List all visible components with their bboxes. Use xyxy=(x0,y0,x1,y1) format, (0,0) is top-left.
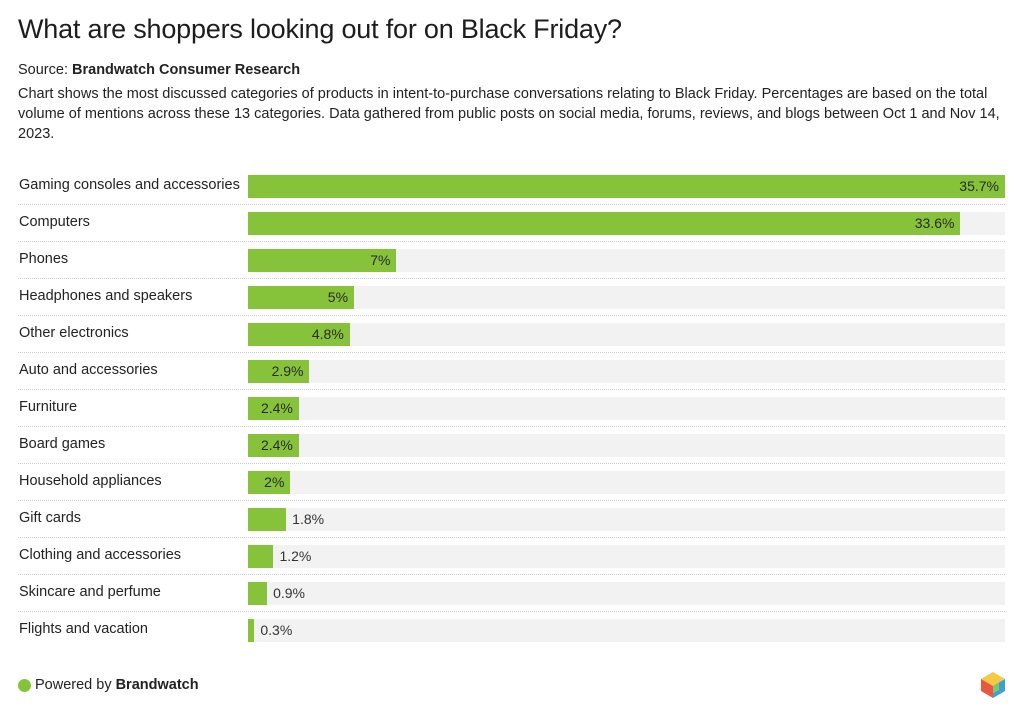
bar-track: 2.9% xyxy=(248,360,1005,383)
value-label: 0.3% xyxy=(260,622,293,638)
bar[interactable] xyxy=(248,471,291,494)
bar-track: 0.3% xyxy=(248,619,1005,642)
bar-track: 4.8% xyxy=(248,323,1005,346)
footer: Powered by Brandwatch xyxy=(18,677,199,693)
bar[interactable] xyxy=(248,286,355,309)
row-divider xyxy=(18,278,1005,279)
bar-track: 0.9% xyxy=(248,582,1005,605)
bar[interactable] xyxy=(248,508,287,531)
row-divider xyxy=(18,352,1005,353)
category-label: Furniture xyxy=(19,399,78,415)
bar-row: Clothing and accessories 1.2% xyxy=(18,538,1005,575)
bar-track: 35.7% xyxy=(248,175,1005,198)
source-prefix: Source: xyxy=(18,62,68,78)
bar-track: 5% xyxy=(248,286,1005,309)
chart-description: Chart shows the most discussed categorie… xyxy=(18,86,1000,142)
bar-track: 1.8% xyxy=(248,508,1005,531)
value-label: 2.9% xyxy=(271,363,304,379)
row-divider xyxy=(18,500,1005,501)
chart-title: What are shoppers looking out for on Bla… xyxy=(18,14,622,44)
row-divider xyxy=(18,537,1005,538)
bar-row: Furniture 2.4% xyxy=(18,390,1005,427)
source-name: Brandwatch Consumer Research xyxy=(72,62,301,78)
bar-track: 33.6% xyxy=(248,212,1005,235)
row-divider xyxy=(18,204,1005,205)
bar[interactable] xyxy=(248,582,268,605)
row-divider xyxy=(18,389,1005,390)
category-label: Computers xyxy=(19,214,90,230)
row-divider xyxy=(18,611,1005,612)
value-label: 2% xyxy=(264,474,285,490)
value-label: 2.4% xyxy=(260,437,293,453)
bar[interactable] xyxy=(248,545,274,568)
category-label: Gaming consoles and accessories xyxy=(19,177,240,193)
value-label: 1.2% xyxy=(279,548,312,564)
category-label: Headphones and speakers xyxy=(19,288,193,304)
bar-track: 7% xyxy=(248,249,1005,272)
category-label: Other electronics xyxy=(19,325,129,341)
row-divider xyxy=(18,315,1005,316)
bar-row: Flights and vacation 0.3% xyxy=(18,612,1005,649)
row-divider xyxy=(18,574,1005,575)
bar-row: Other electronics 4.8% xyxy=(18,316,1005,353)
bar-row: Household appliances 2% xyxy=(18,464,1005,501)
value-label: 33.6% xyxy=(914,215,955,231)
value-label: 35.7% xyxy=(959,178,999,194)
bar-row: Computers 33.6% xyxy=(18,205,1005,242)
bar-row: Gift cards 1.8% xyxy=(18,501,1005,538)
bar-row: Headphones and speakers 5% xyxy=(18,279,1005,316)
category-label: Flights and vacation xyxy=(19,621,148,637)
value-label: 1.8% xyxy=(292,511,325,527)
bar[interactable] xyxy=(248,323,350,346)
bar[interactable] xyxy=(248,434,299,457)
category-label: Phones xyxy=(19,251,69,267)
category-label: Household appliances xyxy=(19,473,162,489)
bar[interactable] xyxy=(248,360,310,383)
source-line: Source: Brandwatch Consumer Research xyxy=(18,62,300,78)
powered-by-brand[interactable]: Brandwatch xyxy=(115,677,199,693)
category-label: Skincare and perfume xyxy=(19,584,161,600)
category-label: Board games xyxy=(19,436,106,452)
bar-row: Gaming consoles and accessories 35.7% xyxy=(18,168,1005,205)
bar[interactable] xyxy=(248,212,961,235)
bar-track: 2% xyxy=(248,471,1005,494)
bar-track: 2.4% xyxy=(248,397,1005,420)
value-label: 2.4% xyxy=(260,400,293,416)
value-label: 5% xyxy=(327,289,349,305)
bar-row: Board games 2.4% xyxy=(18,427,1005,464)
value-label: 0.9% xyxy=(273,585,305,601)
row-divider xyxy=(18,426,1005,427)
bar-row: Auto and accessories 2.9% xyxy=(18,353,1005,390)
bar-chart: Gaming consoles and accessories 35.7% Comp… xyxy=(18,168,1005,649)
bar[interactable] xyxy=(248,397,299,420)
row-divider xyxy=(18,241,1005,242)
row-divider xyxy=(18,463,1005,464)
bar[interactable] xyxy=(248,175,1005,198)
bar[interactable] xyxy=(248,249,397,272)
powered-by-prefix: Powered by xyxy=(35,677,112,693)
bar-row: Skincare and perfume 0.9% xyxy=(18,575,1005,612)
category-label: Auto and accessories xyxy=(19,362,158,378)
category-label: Gift cards xyxy=(19,510,82,526)
value-label: 4.8% xyxy=(311,326,344,342)
brand-dot-icon xyxy=(18,678,31,692)
brandwatch-logo-icon[interactable] xyxy=(980,671,1006,699)
value-label: 7% xyxy=(370,252,391,268)
bar[interactable] xyxy=(248,619,255,642)
bar-track: 1.2% xyxy=(248,545,1005,568)
category-label: Clothing and accessories xyxy=(19,547,182,563)
bar-row: Phones 7% xyxy=(18,242,1005,279)
bar-track: 2.4% xyxy=(248,434,1005,457)
